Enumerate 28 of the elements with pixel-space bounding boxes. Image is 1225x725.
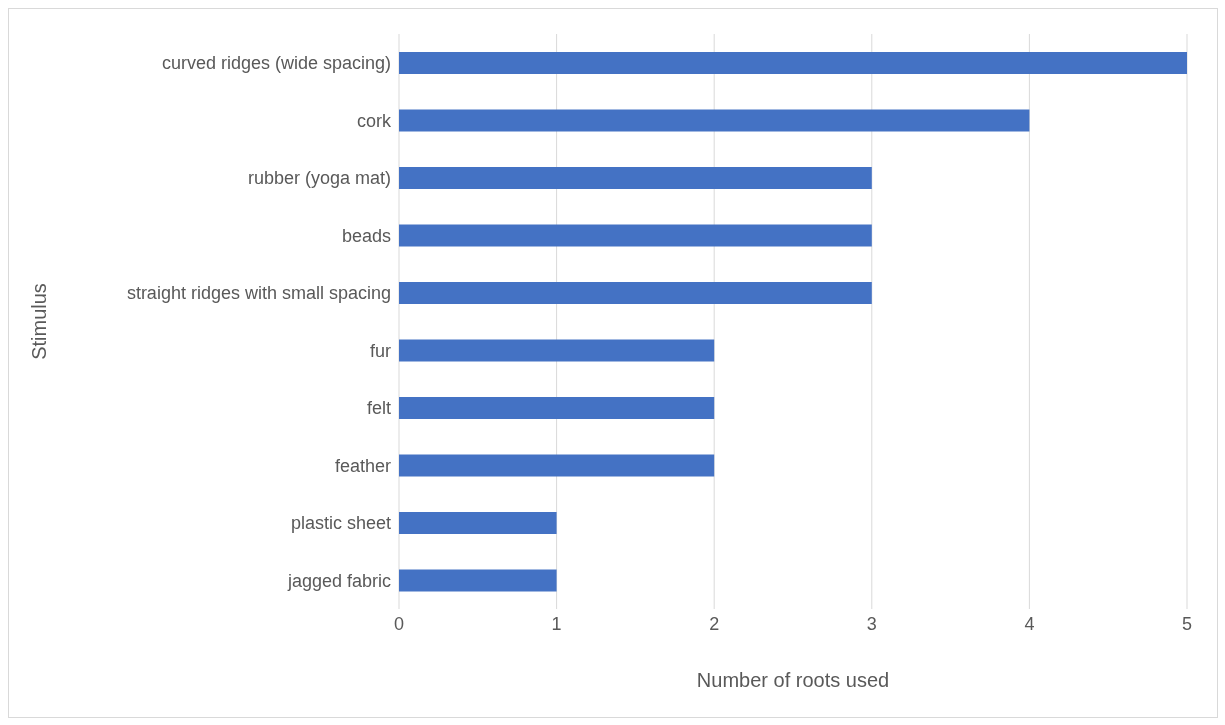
y-tick-label: curved ridges (wide spacing) <box>161 53 391 74</box>
bar <box>399 224 872 247</box>
y-tick-label: beads <box>341 225 391 246</box>
x-tick-label: 3 <box>866 613 877 634</box>
y-tick-label: jagged fabric <box>286 570 391 591</box>
bar <box>399 167 872 189</box>
y-tick-label: felt <box>366 398 391 419</box>
bar <box>399 569 557 592</box>
y-tick-label: feather <box>334 455 391 476</box>
y-tick-label: cork <box>356 110 392 131</box>
bar <box>399 339 715 362</box>
bar <box>399 397 715 419</box>
x-tick-label: 1 <box>551 613 562 634</box>
y-tick-label: straight ridges with small spacing <box>126 283 391 304</box>
x-tick-label: 5 <box>1181 613 1193 634</box>
bar <box>399 454 715 477</box>
bar <box>399 512 557 534</box>
y-tick-label: fur <box>369 340 391 361</box>
y-tick-label: plastic sheet <box>290 513 391 534</box>
x-axis-title: Number of roots used <box>696 669 890 691</box>
y-tick-label: rubber (yoga mat) <box>247 168 391 189</box>
x-tick-label: 0 <box>393 613 405 634</box>
bar <box>399 109 1030 132</box>
x-tick-label: 2 <box>709 613 720 634</box>
y-axis-title: Stimulus <box>28 283 51 360</box>
bar <box>399 52 1187 74</box>
x-tick-label: 4 <box>1024 613 1035 634</box>
bar <box>399 282 872 304</box>
